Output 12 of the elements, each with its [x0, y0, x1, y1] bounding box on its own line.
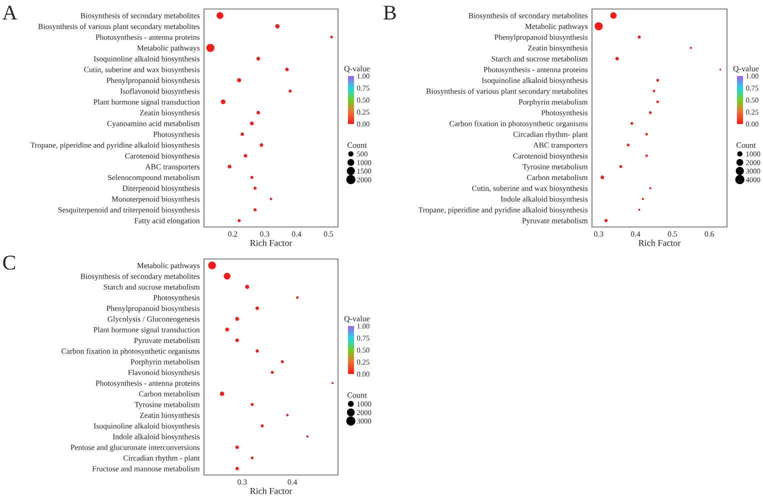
- x-axis-title: Rich Factor: [638, 240, 681, 246]
- text: B: [384, 6, 396, 20]
- text: A: [2, 6, 18, 20]
- color-bar-title: Q-value: [733, 66, 759, 73]
- color-bar-title: Q-value: [344, 316, 370, 323]
- text: C: [3, 256, 16, 270]
- legend-title: Count: [347, 142, 367, 148]
- color-bar-title: Q-value: [344, 66, 370, 73]
- x-axis-title: Rich Factor: [250, 240, 292, 246]
- legend-title: Count: [736, 142, 756, 148]
- x-axis-title: Rich Factor: [250, 488, 292, 494]
- legend-title: Count: [347, 392, 367, 398]
